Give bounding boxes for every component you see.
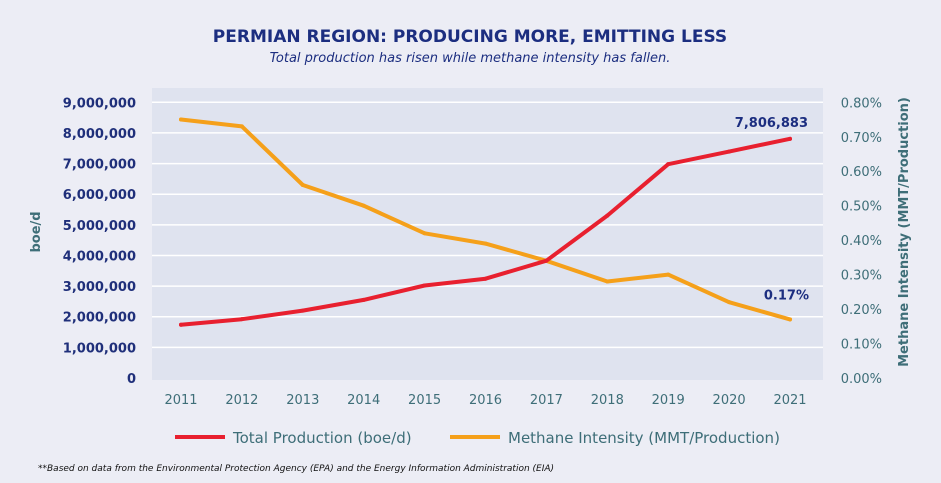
- x-tick-label: 2020: [713, 393, 746, 408]
- left-axis-label: boe/d: [29, 211, 44, 252]
- x-tick-label: 2015: [408, 393, 441, 408]
- annotations: 7,806,883 0.17%: [735, 116, 809, 304]
- x-tick-label: 2016: [469, 393, 502, 408]
- methane-point: [483, 241, 488, 246]
- footnote: **Based on data from the Environmental P…: [38, 464, 554, 474]
- methane-point: [666, 272, 671, 277]
- production-point: [544, 258, 549, 263]
- methane-point: [788, 317, 792, 322]
- x-tick-label: 2019: [652, 393, 685, 408]
- x-tick-label: 2012: [225, 393, 258, 408]
- right-axis-ticks: 0.00% 0.10% 0.20% 0.30% 0.40% 0.50% 0.60% 0.70%…: [841, 96, 882, 387]
- left-tick-label: 0: [127, 372, 136, 387]
- legend-label-production: Total Production (boe/d): [232, 429, 412, 447]
- plot-area: [152, 88, 823, 380]
- x-tick-label: 2014: [347, 393, 380, 408]
- x-tick-label: 2018: [591, 393, 624, 408]
- production-point: [483, 276, 488, 281]
- legend-label-methane: Methane Intensity (MMT/Production): [508, 429, 780, 447]
- production-end-label: 7,806,883: [735, 116, 808, 131]
- left-tick-label: 5,000,000: [63, 219, 136, 234]
- methane-point: [300, 183, 305, 188]
- x-axis-ticks: 2011 2012 2013 2014 2015 2016 2017 2018 2019 2020…: [164, 393, 806, 408]
- right-tick-label: 0.40%: [841, 234, 882, 249]
- production-point: [239, 317, 244, 322]
- production-point: [361, 297, 366, 302]
- production-point: [666, 162, 671, 167]
- chart-subtitle: Total production has risen while methane…: [270, 51, 671, 66]
- production-point: [788, 136, 792, 141]
- left-axis-ticks: 0 1,000,000 2,000,000 3,000,000 4,000,000 5,0…: [63, 96, 136, 387]
- right-tick-label: 0.70%: [841, 131, 882, 146]
- right-tick-label: 0.30%: [841, 269, 882, 284]
- methane-point: [605, 279, 610, 284]
- right-tick-label: 0.50%: [841, 200, 882, 215]
- left-tick-label: 1,000,000: [63, 341, 136, 356]
- x-tick-label: 2017: [530, 393, 563, 408]
- left-tick-label: 6,000,000: [63, 188, 136, 203]
- legend: Total Production (boe/d) Methane Intensi…: [175, 429, 780, 447]
- right-tick-label: 0.20%: [841, 303, 882, 318]
- production-point: [727, 149, 732, 154]
- x-tick-label: 2011: [164, 393, 197, 408]
- left-tick-label: 7,000,000: [63, 158, 136, 173]
- right-tick-label: 0.10%: [841, 338, 882, 353]
- methane-end-label: 0.17%: [764, 288, 809, 303]
- left-tick-label: 3,000,000: [63, 280, 136, 295]
- methane-point: [361, 203, 366, 208]
- right-tick-label: 0.00%: [841, 372, 882, 387]
- left-tick-label: 2,000,000: [63, 311, 136, 326]
- production-point: [179, 322, 183, 327]
- x-tick-label: 2013: [286, 393, 319, 408]
- methane-point: [239, 124, 244, 129]
- x-tick-label: 2021: [773, 393, 806, 408]
- production-point: [300, 308, 305, 313]
- production-point: [422, 283, 427, 288]
- chart-title: PERMIAN REGION: PRODUCING MORE, EMITTING…: [213, 27, 727, 47]
- right-tick-label: 0.80%: [841, 96, 882, 111]
- left-tick-label: 4,000,000: [63, 249, 136, 264]
- right-axis-label: Methane Intensity (MMT/Production): [897, 97, 912, 367]
- right-tick-label: 0.60%: [841, 165, 882, 180]
- methane-point: [727, 300, 732, 305]
- series-lines: [179, 117, 792, 327]
- left-tick-label: 8,000,000: [63, 127, 136, 142]
- production-point: [605, 213, 610, 218]
- left-tick-label: 9,000,000: [63, 96, 136, 111]
- methane-point: [422, 231, 427, 236]
- methane-point: [179, 117, 183, 122]
